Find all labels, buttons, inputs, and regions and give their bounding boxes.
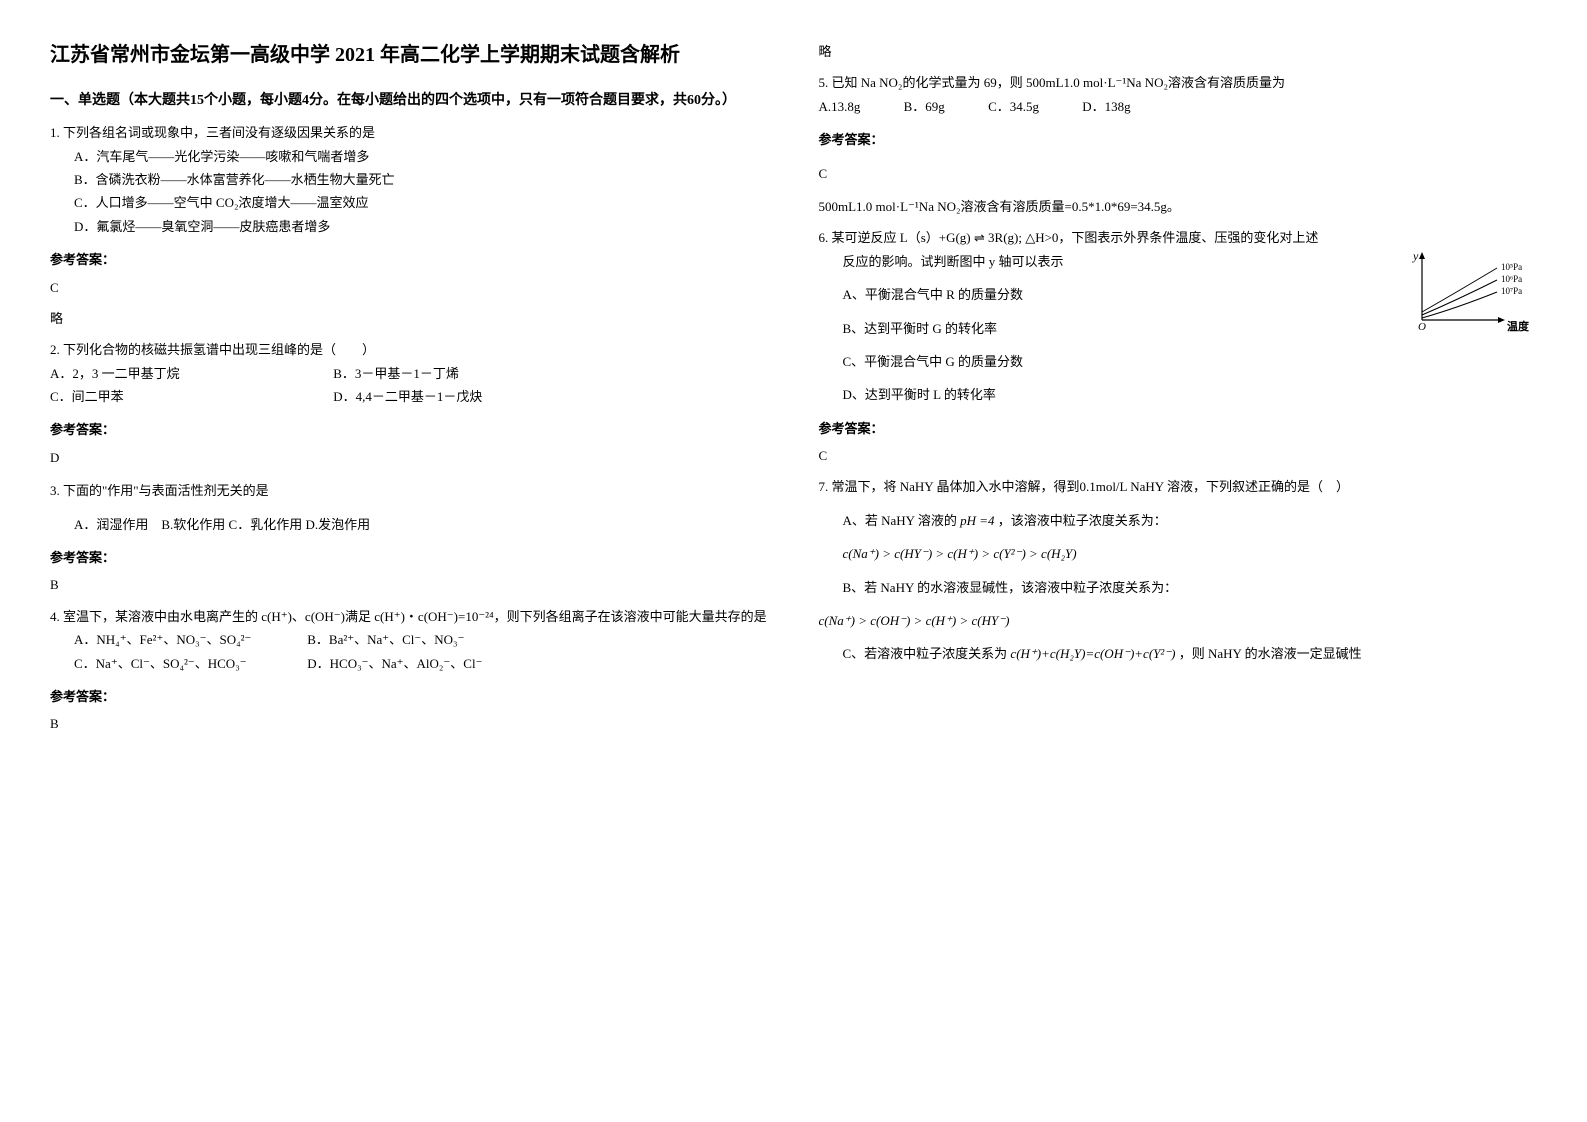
q1-optD: D．氟氯烃——臭氧空洞——皮肤癌患者增多 [50, 215, 769, 238]
svg-text:10⁶Pa: 10⁶Pa [1501, 274, 1522, 284]
q2-optD: D．4,4－二甲基－1－戊炔 [333, 389, 482, 404]
q2-optA: A．2，3 一二甲基丁烷 [50, 362, 330, 385]
q3-answer-label: 参考答案： [50, 546, 769, 569]
q2-answer-label: 参考答案： [50, 418, 769, 441]
q4-optA: A．NH₄⁺、Fe²⁺、NO₃⁻、SO₄²⁻ [74, 628, 304, 651]
q1-stem: 1. 下列各组名词或现象中，三者间没有逐级因果关系的是 [50, 121, 769, 144]
question-4: 4. 室温下，某溶液中由水电离产生的 c(H⁺)、c(OH⁻)满足 c(H⁺)・… [50, 605, 769, 675]
q7-optA-mid: pH =4 [960, 513, 994, 528]
question-2: 2. 下列化合物的核磁共振氢谱中出现三组峰的是（ ） A．2，3 一二甲基丁烷 … [50, 338, 769, 408]
q2-stem: 2. 下列化合物的核磁共振氢谱中出现三组峰的是（ ） [50, 338, 769, 361]
q4-answer: B [50, 712, 769, 735]
q1-optC: C．人口增多——空气中 CO₂浓度增大——温室效应 [50, 191, 769, 214]
q5-note: 500mL1.0 mol·L⁻¹Na NO₂溶液含有溶质质量=0.5*1.0*6… [819, 195, 1538, 218]
document-title: 江苏省常州市金坛第一高级中学 2021 年高二化学上学期期末试题含解析 [50, 40, 769, 70]
q5-answer: C [819, 162, 1538, 185]
q1-answer-label: 参考答案： [50, 248, 769, 271]
q7-optA-post: ，该溶液中粒子浓度关系为： [998, 513, 1167, 528]
q5-optC: C．34.5g [988, 95, 1039, 118]
q4-answer-label: 参考答案： [50, 685, 769, 708]
q2-optB: B．3－甲基－1－丁烯 [333, 366, 459, 381]
q7-optC-pre: C、若溶液中粒子浓度关系为 [843, 646, 1008, 661]
q7-optB: B、若 NaHY 的水溶液显碱性，该溶液中粒子浓度关系为： [819, 576, 1538, 599]
q1-optB: B．含磷洗衣粉——水体富营养化——水栖生物大量死亡 [50, 168, 769, 191]
q3-stem: 3. 下面的"作用"与表面活性剂无关的是 [50, 479, 769, 502]
q2-optC: C．间二甲苯 [50, 385, 330, 408]
q4-optC: C．Na⁺、Cl⁻、SO₄²⁻、HCO₃⁻ [74, 652, 304, 675]
q2-answer: D [50, 446, 769, 469]
q6-stem1: 6. 某可逆反应 L（s）+G(g) ⇌ 3R(g); △H>0，下图表示外界条… [819, 226, 1538, 249]
q5-answer-label: 参考答案： [819, 128, 1538, 151]
section-heading: 一、单选题（本大题共15个小题，每小题4分。在每小题给出的四个选项中，只有一项符… [50, 88, 769, 113]
question-3: 3. 下面的"作用"与表面活性剂无关的是 A．润湿作用 B.软化作用 C．乳化作… [50, 479, 769, 536]
q7-optC-post: ，则 NaHY 的水溶液一定显碱性 [1179, 646, 1362, 661]
question-7: 7. 常温下，将 NaHY 晶体加入水中溶解，得到0.1mol/L NaHY 溶… [819, 475, 1538, 665]
left-column: 江苏省常州市金坛第一高级中学 2021 年高二化学上学期期末试题含解析 一、单选… [50, 40, 769, 744]
q7-optB-formula: c(Na⁺) > c(OH⁻) > c(H⁺) > c(HY⁻) [819, 609, 1538, 632]
q6-optD: D、达到平衡时 L 的转化率 [819, 383, 1538, 406]
q5-optD: D．138g [1082, 95, 1130, 118]
question-1: 1. 下列各组名词或现象中，三者间没有逐级因果关系的是 A．汽车尾气——光化学污… [50, 121, 769, 238]
q7-optC-formula: c(H⁺)+c(H₂Y)=c(OH⁻)+c(Y²⁻) [1010, 646, 1175, 661]
question-5: 5. 已知 Na NO₂的化学式量为 69，则 500mL1.0 mol·L⁻¹… [819, 71, 1538, 118]
svg-text:10⁷Pa: 10⁷Pa [1501, 286, 1522, 296]
q4-optD: D．HCO₃⁻、Na⁺、AlO₂⁻、Cl⁻ [307, 656, 482, 671]
q6-optC: C、平衡混合气中 G 的质量分数 [819, 350, 1538, 373]
q7-optA-formula: c(Na⁺) > c(HY⁻) > c(H⁺) > c(Y²⁻) > c(H₂Y… [819, 542, 1538, 565]
question-6: 6. 某可逆反应 L（s）+G(g) ⇌ 3R(g); △H>0，下图表示外界条… [819, 226, 1538, 406]
svg-text:y: y [1412, 250, 1419, 263]
svg-text:温度: 温度 [1507, 319, 1530, 333]
q4-optB: B．Ba²⁺、Na⁺、Cl⁻、NO₃⁻ [307, 632, 464, 647]
q3-answer: B [50, 573, 769, 596]
q5-optA: A.13.8g [819, 95, 861, 118]
q5-optB: B．69g [904, 95, 945, 118]
q4-stem: 4. 室温下，某溶液中由水电离产生的 c(H⁺)、c(OH⁻)满足 c(H⁺)・… [50, 605, 769, 628]
q6-graph: y O 10⁵Pa 10⁶Pa 10⁷Pa 温度 [1407, 250, 1537, 342]
q4-note: 略 [819, 40, 1538, 63]
q3-options: A．润湿作用 B.软化作用 C．乳化作用 D.发泡作用 [50, 513, 769, 536]
q7-optA-pre: A、若 NaHY 溶液的 [843, 513, 957, 528]
right-column: 略 5. 已知 Na NO₂的化学式量为 69，则 500mL1.0 mol·L… [819, 40, 1538, 744]
q7-stem: 7. 常温下，将 NaHY 晶体加入水中溶解，得到0.1mol/L NaHY 溶… [819, 475, 1538, 498]
q1-optA: A．汽车尾气——光化学污染——咳嗽和气喘者增多 [50, 145, 769, 168]
q1-answer: C [50, 276, 769, 299]
q6-answer-label: 参考答案： [819, 417, 1538, 440]
svg-text:O: O [1418, 321, 1426, 333]
svg-text:10⁵Pa: 10⁵Pa [1501, 262, 1522, 272]
q5-stem: 5. 已知 Na NO₂的化学式量为 69，则 500mL1.0 mol·L⁻¹… [819, 71, 1538, 94]
q6-answer: C [819, 444, 1538, 467]
q1-note: 略 [50, 307, 769, 330]
